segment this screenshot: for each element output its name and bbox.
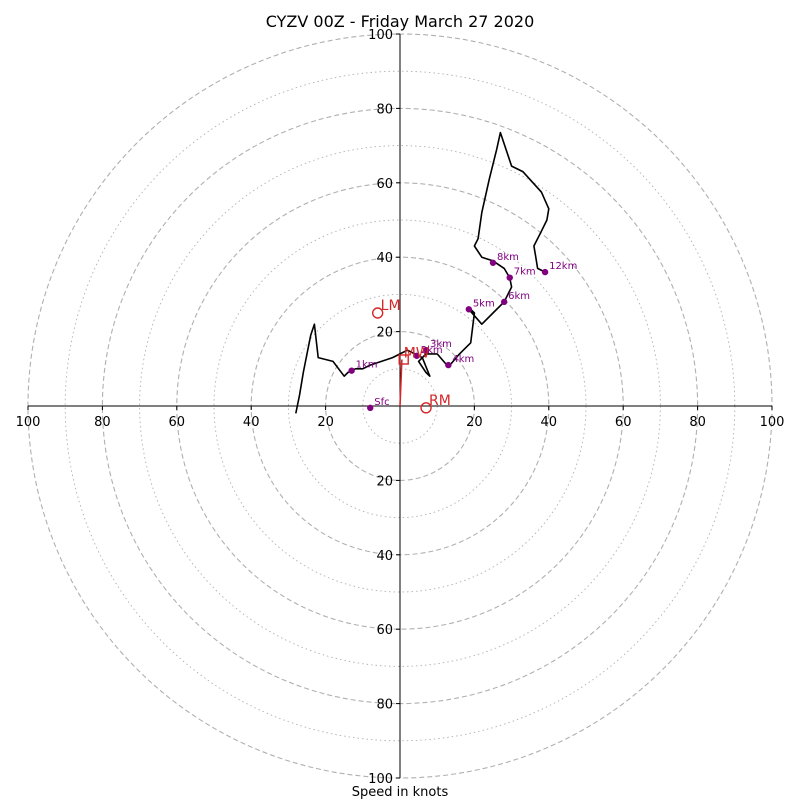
height-marker-dot: [367, 404, 374, 412]
height-marker-label: 4km: [452, 354, 474, 365]
y-tick-label: 100: [368, 772, 393, 787]
height-marker-label: 2km: [421, 345, 443, 356]
storm-motion: RM LM MW: [371, 298, 451, 414]
y-tick-label: 20: [376, 326, 393, 341]
shear-vector: [399, 359, 403, 407]
y-tick-label: 20: [376, 474, 393, 489]
height-marker-label: 7km: [514, 267, 536, 278]
traces: [295, 131, 550, 414]
height-marker-dot: [422, 347, 430, 354]
x-tick-label: 80: [689, 415, 706, 430]
y-tick-label: 80: [376, 698, 393, 713]
x-tick-label: 80: [94, 415, 111, 430]
lm-marker: [371, 307, 384, 319]
height-marker-dot: [445, 361, 452, 369]
hodograph-trace: [295, 131, 550, 414]
height-marker-dot: [506, 274, 513, 281]
x-tick-label: 100: [16, 415, 41, 430]
x-tick-label: 20: [317, 415, 334, 430]
height-marker-dot: [413, 352, 420, 359]
mw-marker: [398, 354, 409, 365]
y-tick-label: 60: [376, 177, 393, 192]
y-tick-label: 80: [376, 102, 393, 117]
height-marker-label: 3km: [430, 339, 452, 350]
y-tick-label: 40: [376, 549, 393, 564]
y-tick-label: 100: [368, 28, 393, 43]
height-marker-dot: [348, 367, 355, 374]
chart-title: CYZV 00Z - Friday March 27 2020: [266, 12, 535, 31]
height-marker-label: 8km: [497, 252, 519, 263]
x-axis-label: Speed in knots: [352, 785, 449, 800]
height-marker-dot: [489, 259, 497, 266]
height-marker-label: 5km: [473, 298, 495, 309]
mw-label: MW: [404, 346, 430, 362]
height-marker-label: 6km: [508, 291, 530, 302]
y-tick-label: 40: [376, 251, 393, 266]
height-marker-dot: [465, 306, 473, 313]
x-tick-label: 20: [466, 415, 483, 430]
x-tick-label: 40: [541, 415, 558, 430]
tick-labels: 100 80 60 40 20 20 40 60 80 100 100 80 60 40 20 20 40 60 8…: [16, 28, 785, 787]
x-tick-label: 100: [760, 415, 785, 430]
height-marker-label: 12km: [549, 261, 577, 272]
lm-label: LM: [381, 298, 401, 314]
x-tick-label: 60: [615, 415, 632, 430]
height-marker-dot: [500, 298, 508, 306]
rm-label: RM: [429, 393, 451, 409]
height-marker-label: Sfc: [374, 397, 389, 408]
height-marker-dot: [541, 268, 549, 276]
rm-marker: [420, 402, 432, 414]
x-tick-label: 60: [169, 415, 186, 430]
x-tick-label: 40: [243, 415, 260, 430]
y-tick-label: 60: [376, 623, 393, 638]
height-marker-label: 1km: [356, 360, 378, 371]
